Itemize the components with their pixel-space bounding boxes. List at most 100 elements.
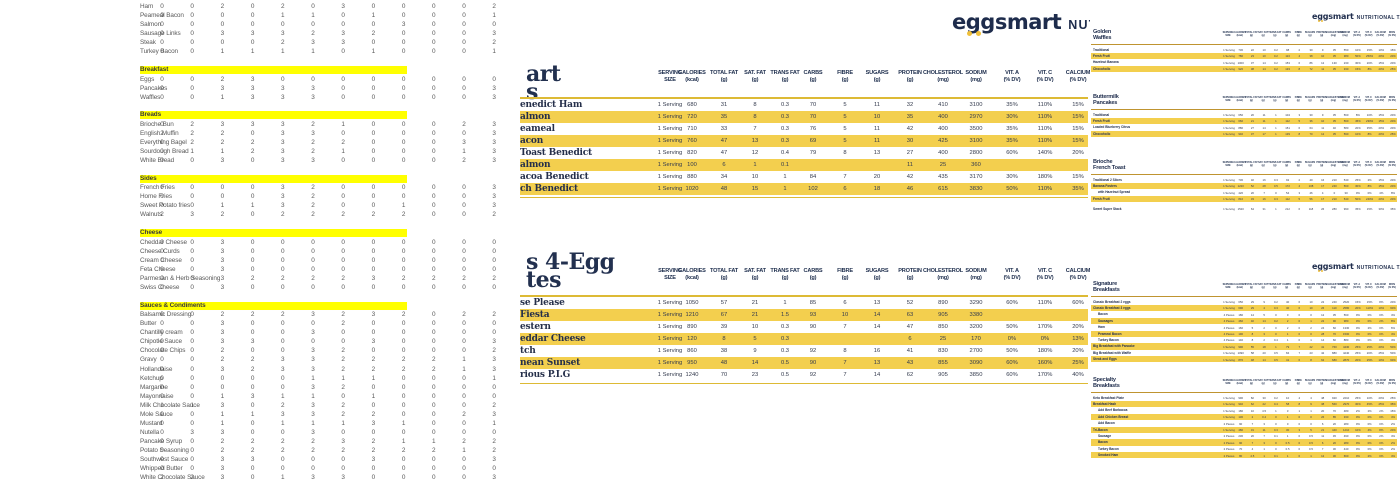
nutrition-value: 18: [1262, 344, 1266, 349]
menu-item-row: Traditional 2 Slices 1 Serving 730 32 16 0.3 9…: [1091, 177, 1397, 183]
nutrition-value: 1: [753, 162, 757, 169]
nutrition-value: 2: [1310, 325, 1312, 330]
nutrition-value: 650: [1238, 300, 1244, 305]
nutrition-value: 0%: [1379, 447, 1384, 452]
cell-value: 3: [281, 148, 285, 155]
nutrition-value: 7: [843, 174, 847, 181]
cell-value: 0: [462, 428, 466, 436]
nutrition-value: 0%: [1355, 421, 1360, 426]
cell-value: 0: [432, 347, 436, 355]
nutrition-value: 4%: [1390, 312, 1396, 317]
nutrition-value: 41: [906, 348, 914, 355]
cell-value: 0: [462, 238, 466, 246]
sheet-row: Mustard 0 0 1 0 1 1 1 3 1 0 0 1: [0, 419, 520, 428]
cell-value: 1: [311, 419, 315, 427]
nutrition-value: 70: [720, 372, 728, 379]
nutrition-value: 3850: [969, 372, 983, 379]
table-bottom-rule: [520, 382, 1088, 385]
cell-value: 0: [281, 247, 285, 255]
cell-value: 0: [311, 3, 315, 10]
nutrition-value: 6: [1298, 306, 1301, 311]
cell-value: 0: [160, 256, 164, 264]
nutrition-value: 3: [1263, 421, 1265, 426]
nutrition-value: 92: [809, 348, 817, 355]
menu-item-row: Add Chicken Breast 1 Serving 130 2 0.4 0 1 0 0 26…: [1091, 413, 1397, 421]
nutrition-value: 46: [1309, 190, 1313, 195]
cell-value: 3: [492, 410, 496, 418]
row-label: Walnuts: [140, 211, 163, 219]
nutrition-value: 0: [1286, 421, 1289, 426]
cell-value: 0: [432, 120, 436, 128]
cell-value: 3: [281, 138, 285, 146]
menu-item-name: Smoked Ham: [1098, 453, 1119, 458]
nutrition-value: 7: [843, 372, 847, 379]
nutrition-value: 11: [1321, 125, 1325, 130]
cell-value: 0: [371, 247, 376, 255]
nutrition-value: 4 Pieces: [1223, 325, 1235, 330]
nutrition-value: 0%: [1379, 325, 1384, 330]
nutrition-value: 27: [906, 150, 914, 157]
nutrition-value: 1 Serving: [1223, 119, 1235, 124]
column-header: TOTAL FAT (g): [1245, 283, 1258, 289]
cell-value: 2: [462, 157, 466, 165]
nutrition-value: 0: [1275, 325, 1277, 330]
nutrition-value: 0.2: [1273, 67, 1278, 72]
cell-value: 3: [281, 120, 285, 128]
nutrition-value: 1 Serving: [1223, 207, 1235, 212]
cell-value: 3: [190, 428, 194, 436]
nutrition-value: 104: [1285, 113, 1290, 118]
nutrition-value: 35%: [1006, 102, 1018, 108]
yolk-dot-icon: [1317, 270, 1320, 272]
row-label: Peameal Bacon: [140, 12, 184, 20]
cell-value: 2: [492, 274, 496, 282]
cell-value: 0: [492, 238, 496, 246]
nutrition-value: 70: [1239, 447, 1243, 452]
nutrition-value: 435: [938, 174, 948, 181]
cell-value: 2: [160, 211, 164, 219]
menu-item-name: tch: [520, 346, 536, 357]
menu-item-name: Classic Breakfast 2 eggs: [1093, 299, 1131, 304]
cell-value: 2: [371, 356, 376, 364]
cell-value: 0: [160, 148, 164, 155]
nutrition-value: 2%: [1367, 408, 1372, 413]
sheet-row: Salmon 0 0 0 0 0 0 0 0 3 0 0 0: [0, 20, 520, 29]
column-header: TRANS FAT (g): [1268, 161, 1282, 167]
cell-value: 0: [401, 84, 406, 92]
cell-value: 2: [371, 410, 376, 418]
row-label: Ketchup: [140, 374, 163, 382]
nutrition-value: 880: [1343, 338, 1349, 343]
cell-value: 1: [160, 401, 164, 409]
row-label: White Bread: [140, 157, 175, 165]
cell-value: 0: [432, 329, 436, 337]
nutrition-value: 1 Serving: [657, 186, 683, 193]
nutrition-value: 30%: [1355, 184, 1361, 189]
menu-item-row: Add Bacon 2 Pieces 90 7 3 0 0 0 0 6 20 280 0% 0% 0% 2%: [1091, 420, 1397, 426]
nutrition-value: 10: [1309, 300, 1313, 305]
column-header: VIT. C (% DV): [1036, 268, 1054, 281]
cell-value: 0: [250, 329, 255, 337]
cell-value: 0: [432, 157, 436, 165]
sheet-row: Cream Cheese 0 0 3 0 0 0 0 0 0 0 0 0: [0, 256, 520, 265]
cell-value: 0: [432, 465, 436, 473]
cell-value: 3: [220, 265, 225, 273]
nutrition-value: 0.4: [1273, 402, 1278, 407]
nutrition-value: 15%: [1355, 300, 1361, 305]
cell-value: 3: [281, 365, 285, 373]
nutrition-value: 990: [1343, 207, 1349, 212]
cell-value: 2: [220, 75, 225, 83]
nutrition-value: 20%: [1378, 396, 1385, 401]
nutrition-value: 0.2: [1273, 300, 1278, 305]
cell-value: 0: [462, 265, 466, 273]
nutrition-value: 6: [722, 162, 726, 169]
cell-value: 0: [462, 84, 466, 92]
nutrition-value: 4%: [1390, 332, 1396, 337]
cell-value: 2: [341, 365, 345, 373]
nutrition-value: 4 Pieces: [1223, 312, 1235, 317]
column-header: FIBRE (g): [837, 70, 853, 83]
nutrition-value: 0.2: [1273, 396, 1278, 401]
cell-value: 0: [432, 193, 436, 201]
cell-value: 2: [492, 211, 496, 219]
section-header-row: Breakfast: [0, 65, 520, 74]
cell-value: 3: [492, 193, 496, 201]
menu-item-row: Ham 4 Pieces 160 5 2 0 2 0 2 24 60 1330 0% 2% 0% 6%: [1091, 324, 1397, 330]
